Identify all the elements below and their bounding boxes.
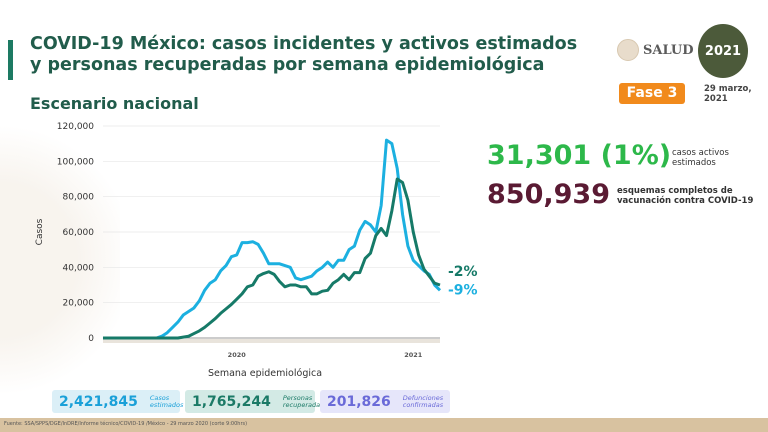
x-axis-week-ticks xyxy=(103,339,440,343)
mexico-2021-logo: 2021 xyxy=(698,24,748,78)
x-tick-label: 2021 xyxy=(404,351,423,359)
report-date: 29 marzo, 2021 xyxy=(704,84,752,104)
summary-deaths: 201,826 Defunciones confirmadas xyxy=(320,390,450,413)
y-tick-label: 0 xyxy=(88,334,94,344)
y-tick-label: 40,000 xyxy=(63,263,95,273)
salud-logo: SALUD xyxy=(617,39,694,61)
page-title: COVID-19 México: casos incidentes y acti… xyxy=(30,34,578,75)
active-cases-value: 31,301 (1%) xyxy=(487,140,672,171)
x-tick-label: 2020 xyxy=(228,351,247,359)
source-footer: Fuente: SSA/SPPS/DGE/InDRE/Informe técni… xyxy=(0,418,768,432)
summary-label: Casos estimados xyxy=(149,393,184,409)
y-tick-label: 20,000 xyxy=(63,299,95,309)
summary-label: Personas recuperadas xyxy=(282,393,324,409)
summary-value: 2,421,845 xyxy=(59,393,138,410)
page-subtitle: Escenario nacional xyxy=(30,94,199,113)
salud-logo-text: SALUD xyxy=(643,42,694,58)
x-axis-label: Semana epidemiológica xyxy=(208,368,322,379)
vaccines-value: 850,939 xyxy=(487,179,610,210)
vaccines-label: esquemas completos de vacunación contra … xyxy=(617,186,754,206)
series-end-label: -2% xyxy=(448,264,478,280)
summary-value: 1,765,244 xyxy=(192,393,271,410)
y-tick-label: 80,000 xyxy=(63,193,95,203)
decorative-pattern xyxy=(0,110,120,410)
summary-recovered: 1,765,244 Personas recuperadas xyxy=(185,390,323,413)
active-cases-label: casos activos estimados xyxy=(672,148,729,168)
y-axis-label: Casos xyxy=(35,218,45,245)
y-tick-label: 60,000 xyxy=(63,228,95,238)
series-end-label: -9% xyxy=(448,282,478,298)
seal-icon xyxy=(617,39,639,61)
series-line xyxy=(103,138,442,340)
phase-badge: Fase 3 xyxy=(619,83,685,104)
series-line xyxy=(103,177,441,340)
summary-estimated-cases: 2,421,845 Casos estimados xyxy=(52,390,183,413)
title-accent-bar xyxy=(8,40,13,80)
y-tick-label: 120,000 xyxy=(57,122,94,132)
y-tick-label: 100,000 xyxy=(57,157,94,167)
summary-label: Defunciones confirmadas xyxy=(402,393,444,409)
summary-value: 201,826 xyxy=(327,393,391,410)
